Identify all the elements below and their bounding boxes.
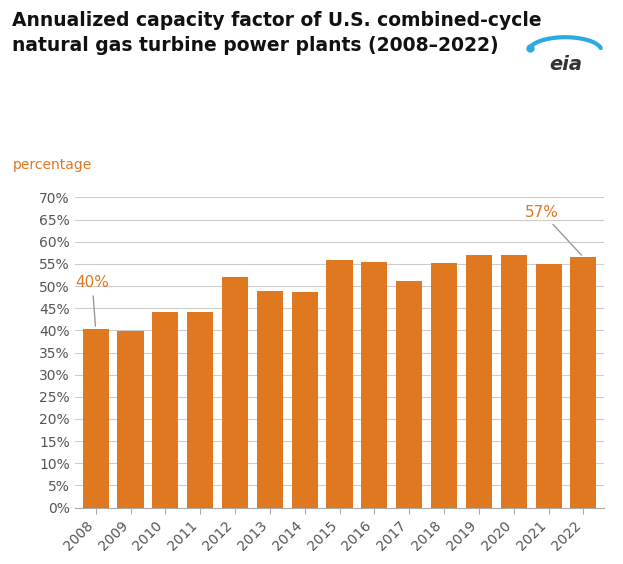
Bar	[292, 292, 318, 508]
Bar	[152, 312, 178, 508]
Text: percentage: percentage	[12, 158, 92, 172]
Bar	[83, 329, 109, 508]
Bar	[431, 263, 457, 508]
Bar	[361, 262, 388, 508]
Text: Annualized capacity factor of U.S. combined-cycle
natural gas turbine power plan: Annualized capacity factor of U.S. combi…	[12, 11, 542, 55]
Bar	[536, 264, 561, 508]
Bar	[326, 261, 353, 508]
Bar	[257, 292, 283, 508]
Bar	[396, 281, 422, 508]
Bar	[570, 257, 596, 508]
Bar	[466, 254, 492, 508]
Bar	[501, 255, 527, 508]
Bar	[222, 277, 248, 508]
Text: 57%: 57%	[525, 205, 581, 255]
Text: eia: eia	[549, 55, 582, 74]
Bar	[187, 312, 213, 508]
Bar	[118, 331, 143, 508]
Text: 40%: 40%	[75, 275, 109, 326]
